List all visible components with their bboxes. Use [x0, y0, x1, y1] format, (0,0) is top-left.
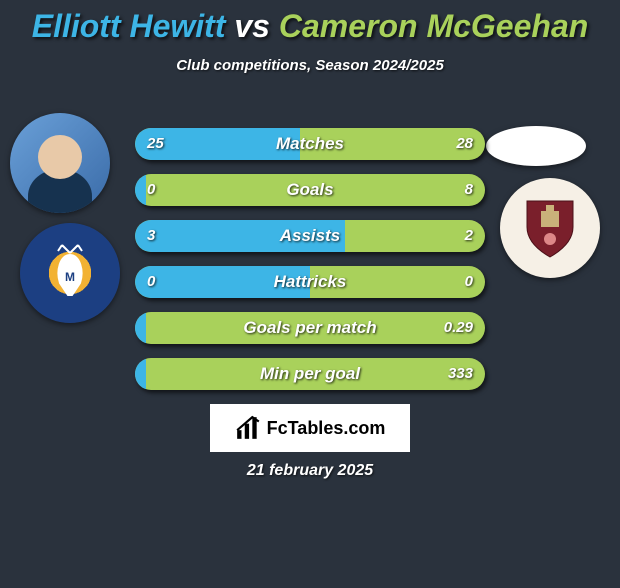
stat-value-right: 8 [465, 174, 473, 206]
stat-value-left: 0 [147, 174, 155, 206]
svg-text:M: M [65, 270, 75, 284]
stat-row: Matches25 28 [135, 128, 485, 160]
stat-row: Goals per match0.29 [135, 312, 485, 344]
stat-value-right: 0 [465, 266, 473, 298]
stat-value-right: 2 [465, 220, 473, 252]
stat-label: Assists [135, 220, 485, 252]
stat-value-right: 333 [448, 358, 473, 390]
stat-label: Min per goal [135, 358, 485, 390]
player2-name: Cameron McGeehan [279, 8, 588, 44]
brand-badge: FcTables.com [210, 404, 410, 452]
vs-text: vs [234, 8, 270, 44]
stat-label: Matches [135, 128, 485, 160]
player2-club-badge [500, 178, 600, 278]
player1-club-badge: M [20, 223, 120, 323]
stats-panel: Matches2528Goals08Assists32Hattricks00Go… [135, 128, 485, 404]
stat-row: Hattricks0 0 [135, 266, 485, 298]
subtitle: Club competitions, Season 2024/2025 [0, 57, 620, 74]
brand-text: FcTables.com [267, 418, 386, 439]
stat-value-right: 0.29 [444, 312, 473, 344]
stat-value-right: 28 [456, 128, 473, 160]
stat-value-left: 25 [147, 128, 164, 160]
player2-photo [486, 126, 586, 166]
chart-icon [235, 415, 261, 441]
stat-value-left: 3 [147, 220, 155, 252]
stat-row: Assists3 2 [135, 220, 485, 252]
stag-icon: M [40, 243, 100, 303]
stat-label: Goals [135, 174, 485, 206]
crest-icon [517, 195, 583, 261]
stat-row: Goals0 8 [135, 174, 485, 206]
player1-name: Elliott Hewitt [32, 8, 226, 44]
stat-label: Hattricks [135, 266, 485, 298]
stat-label: Goals per match [135, 312, 485, 344]
footer-date: 21 february 2025 [0, 462, 620, 480]
comparison-title: Elliott Hewitt vs Cameron McGeehan [0, 8, 620, 45]
player1-photo [10, 113, 110, 213]
stat-row: Min per goal333 [135, 358, 485, 390]
stat-value-left: 0 [147, 266, 155, 298]
